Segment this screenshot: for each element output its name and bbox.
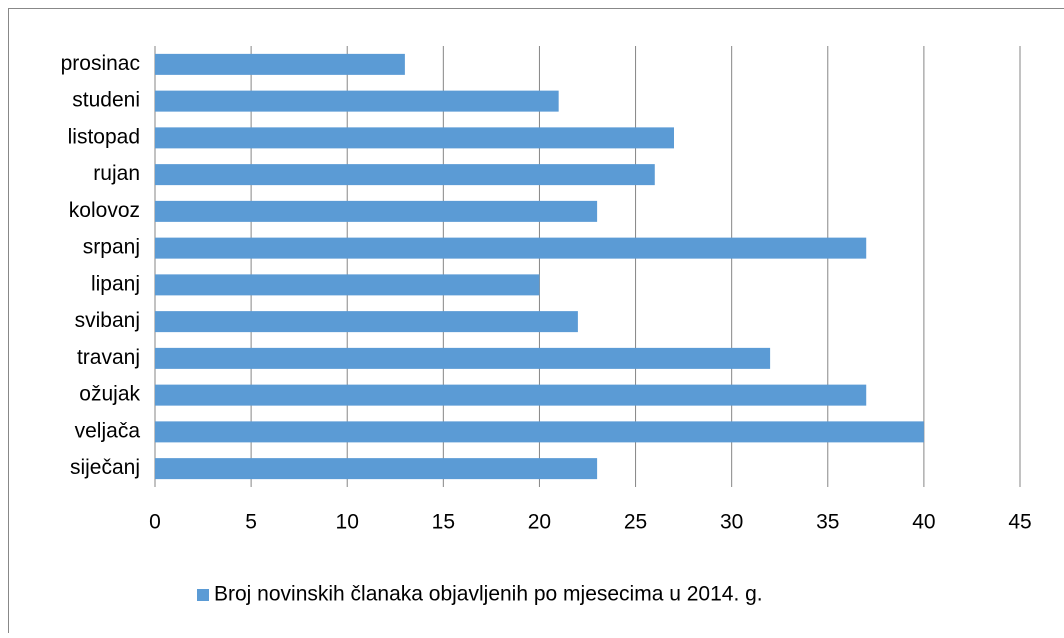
bar	[155, 164, 655, 185]
y-tick-label: svibanj	[75, 309, 140, 332]
y-tick-label: ožujak	[79, 383, 140, 406]
x-tick-label: 30	[720, 511, 743, 534]
bar	[155, 201, 597, 222]
x-tick-label: 10	[336, 511, 359, 534]
y-tick-label: srpanj	[83, 236, 140, 259]
y-tick-label: veljača	[75, 419, 141, 442]
x-tick-label: 0	[149, 511, 161, 534]
y-tick-label: listopad	[68, 125, 140, 148]
bar	[155, 458, 597, 479]
y-tick-label: studeni	[72, 89, 140, 112]
x-tick-label: 35	[816, 511, 839, 534]
y-tick-label: kolovoz	[69, 199, 140, 222]
bar	[155, 127, 674, 148]
y-tick-label: siječanj	[70, 456, 140, 479]
y-tick-label: travanj	[77, 346, 140, 369]
bar	[155, 311, 578, 332]
x-tick-label: 25	[624, 511, 647, 534]
y-tick-label: rujan	[93, 162, 140, 185]
bar	[155, 421, 924, 442]
bar	[155, 274, 539, 295]
bar	[155, 238, 866, 259]
bar	[155, 348, 770, 369]
bar	[155, 91, 559, 112]
legend-swatch	[197, 589, 209, 601]
bar	[155, 385, 866, 406]
y-tick-label: prosinac	[61, 52, 140, 75]
x-tick-label: 20	[528, 511, 551, 534]
x-tick-label: 40	[912, 511, 935, 534]
legend-label: Broj novinskih članaka objavljenih po mj…	[214, 583, 763, 606]
x-tick-label: 15	[432, 511, 455, 534]
x-tick-label: 5	[245, 511, 257, 534]
bar	[155, 54, 405, 75]
y-tick-label: lipanj	[91, 272, 140, 295]
x-tick-label: 45	[1008, 511, 1031, 534]
